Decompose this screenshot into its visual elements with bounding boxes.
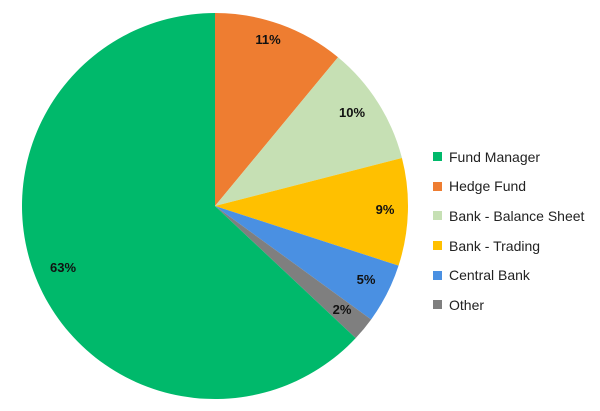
legend-item-bank-balance-sheet: Bank - Balance Sheet <box>433 201 584 231</box>
legend-swatch-other <box>433 300 442 310</box>
legend-label-bank-balance-sheet: Bank - Balance Sheet <box>449 207 585 224</box>
pie-slice-labels: 11% 10% 9% 5% 2% 63% <box>50 32 395 317</box>
legend-item-other: Other <box>433 290 584 320</box>
legend-swatch-central-bank <box>433 270 442 280</box>
slice-label-bank-trading: 9% <box>376 202 395 217</box>
pie-slice-bank-trading <box>215 158 409 266</box>
slice-label-central-bank: 5% <box>357 272 376 287</box>
slice-label-hedge-fund: 11% <box>255 32 281 47</box>
slice-label-other: 2% <box>333 302 352 317</box>
chart-legend: Fund Manager Hedge Fund Bank - Balance She… <box>433 142 584 320</box>
legend-item-hedge-fund: Hedge Fund <box>433 172 584 202</box>
pie-slices <box>22 13 409 400</box>
legend-item-bank-trading: Bank - Trading <box>433 231 584 261</box>
slice-label-fund-manager: 63% <box>50 260 76 275</box>
legend-swatch-bank-trading <box>433 241 442 251</box>
legend-item-central-bank: Central Bank <box>433 260 584 290</box>
pie-slice-other <box>215 206 372 339</box>
pie-slice-central-bank <box>215 206 399 320</box>
slice-label-bank-balance-sheet: 10% <box>339 105 365 120</box>
legend-label-other: Other <box>449 296 485 313</box>
legend-label-central-bank: Central Bank <box>449 267 530 284</box>
pie-slice-fund-manager <box>22 13 356 400</box>
legend-swatch-fund-manager <box>433 152 442 162</box>
legend-swatch-hedge-fund <box>433 181 442 191</box>
pie-slice-bank-balance-sheet <box>215 57 402 206</box>
legend-label-fund-manager: Fund Manager <box>449 148 541 165</box>
legend-swatch-bank-balance-sheet <box>433 211 442 221</box>
legend-item-fund-manager: Fund Manager <box>433 142 584 172</box>
pie-slice-hedge-fund <box>215 13 339 206</box>
legend-label-hedge-fund: Hedge Fund <box>449 178 527 195</box>
legend-label-bank-trading: Bank - Trading <box>449 237 541 254</box>
